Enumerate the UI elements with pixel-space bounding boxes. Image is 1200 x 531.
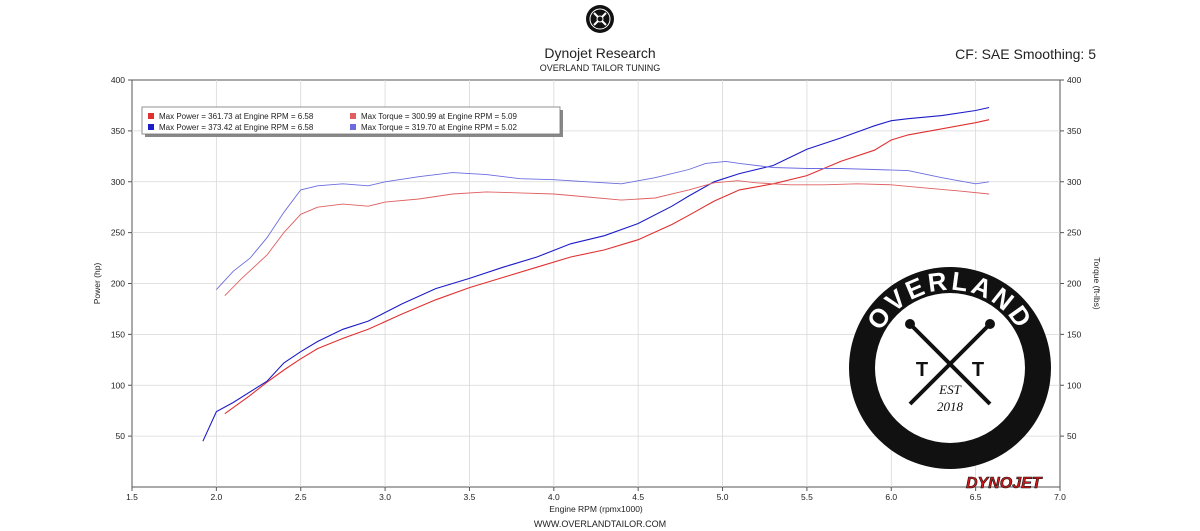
x-tick-label: 7.0 [1054,492,1066,502]
y-tick-label-left: 400 [111,75,125,85]
y-tick-label-left: 300 [111,177,125,187]
y-tick-label-left: 100 [111,380,125,390]
legend-entry: Max Torque = 300.99 at Engine RPM = 5.09 [361,112,518,121]
svg-text:T: T [972,359,984,381]
correction-factor-label: CF: SAE Smoothing: 5 [955,46,1096,62]
x-tick-label: 1.5 [126,492,138,502]
overland-tailor-tuning-logo: OVERLAND TAILOR TUNING T T EST 2018 [848,265,1052,470]
legend-entry: Max Torque = 319.70 at Engine RPM = 5.02 [361,123,518,132]
x-axis-title: Engine RPM (rpmx1000) [549,504,643,514]
x-tick-label: 2.5 [295,492,307,502]
legend-entry: Max Power = 361.73 at Engine RPM = 6.58 [159,112,314,121]
y-tick-label-right: 100 [1067,380,1081,390]
series-line-1 [224,119,990,415]
legend-swatch [350,113,356,119]
y-tick-label-right: 400 [1067,75,1081,85]
legend-swatch [148,124,154,130]
x-tick-label: 5.0 [717,492,729,502]
x-tick-label: 4.0 [548,492,560,502]
x-tick-label: 6.5 [970,492,982,502]
x-tick-label: 6.0 [885,492,897,502]
y-tick-label-left: 250 [111,228,125,238]
chart-title: Dynojet Research [544,45,656,61]
x-tick-label: 3.0 [379,492,391,502]
x-tick-label: 2.0 [210,492,222,502]
svg-text:DYNOJET: DYNOJET [966,475,1043,492]
x-tick-label: 4.5 [632,492,644,502]
y-tick-label-right: 350 [1067,126,1081,136]
y-tick-label-right: 50 [1067,431,1077,441]
chart-subtitle: OVERLAND TAILOR TUNING [539,63,661,73]
series-line-3 [224,180,990,297]
svg-text:2018: 2018 [937,399,964,414]
legend-swatch [148,113,154,119]
footer-website: WWW.OVERLANDTAILOR.COM [533,519,667,529]
y-axis-title-right: Torque (ft-lbs) [1092,257,1102,310]
x-tick-label: 5.5 [801,492,813,502]
y-tick-label-right: 200 [1067,279,1081,289]
y-axis-title-left: Power (hp) [92,263,102,305]
y-tick-label-left: 150 [111,329,125,339]
y-tick-label-left: 200 [111,279,125,289]
y-tick-label-right: 150 [1067,329,1081,339]
y-tick-label-right: 250 [1067,228,1081,238]
y-tick-label-left: 350 [111,126,125,136]
svg-text:T: T [916,359,928,381]
y-tick-label-left: 50 [116,431,126,441]
y-tick-label-right: 300 [1067,177,1081,187]
legend-entry: Max Power = 373.42 at Engine RPM = 6.58 [159,123,314,132]
svg-text:EST: EST [938,382,961,397]
dynojet-emblem-icon [585,4,615,34]
legend-swatch [350,124,356,130]
x-tick-label: 3.5 [464,492,476,502]
series-line-2 [202,106,990,442]
dynojet-wordmark: DYNOJET [964,472,1052,493]
series-line-4 [216,160,990,290]
